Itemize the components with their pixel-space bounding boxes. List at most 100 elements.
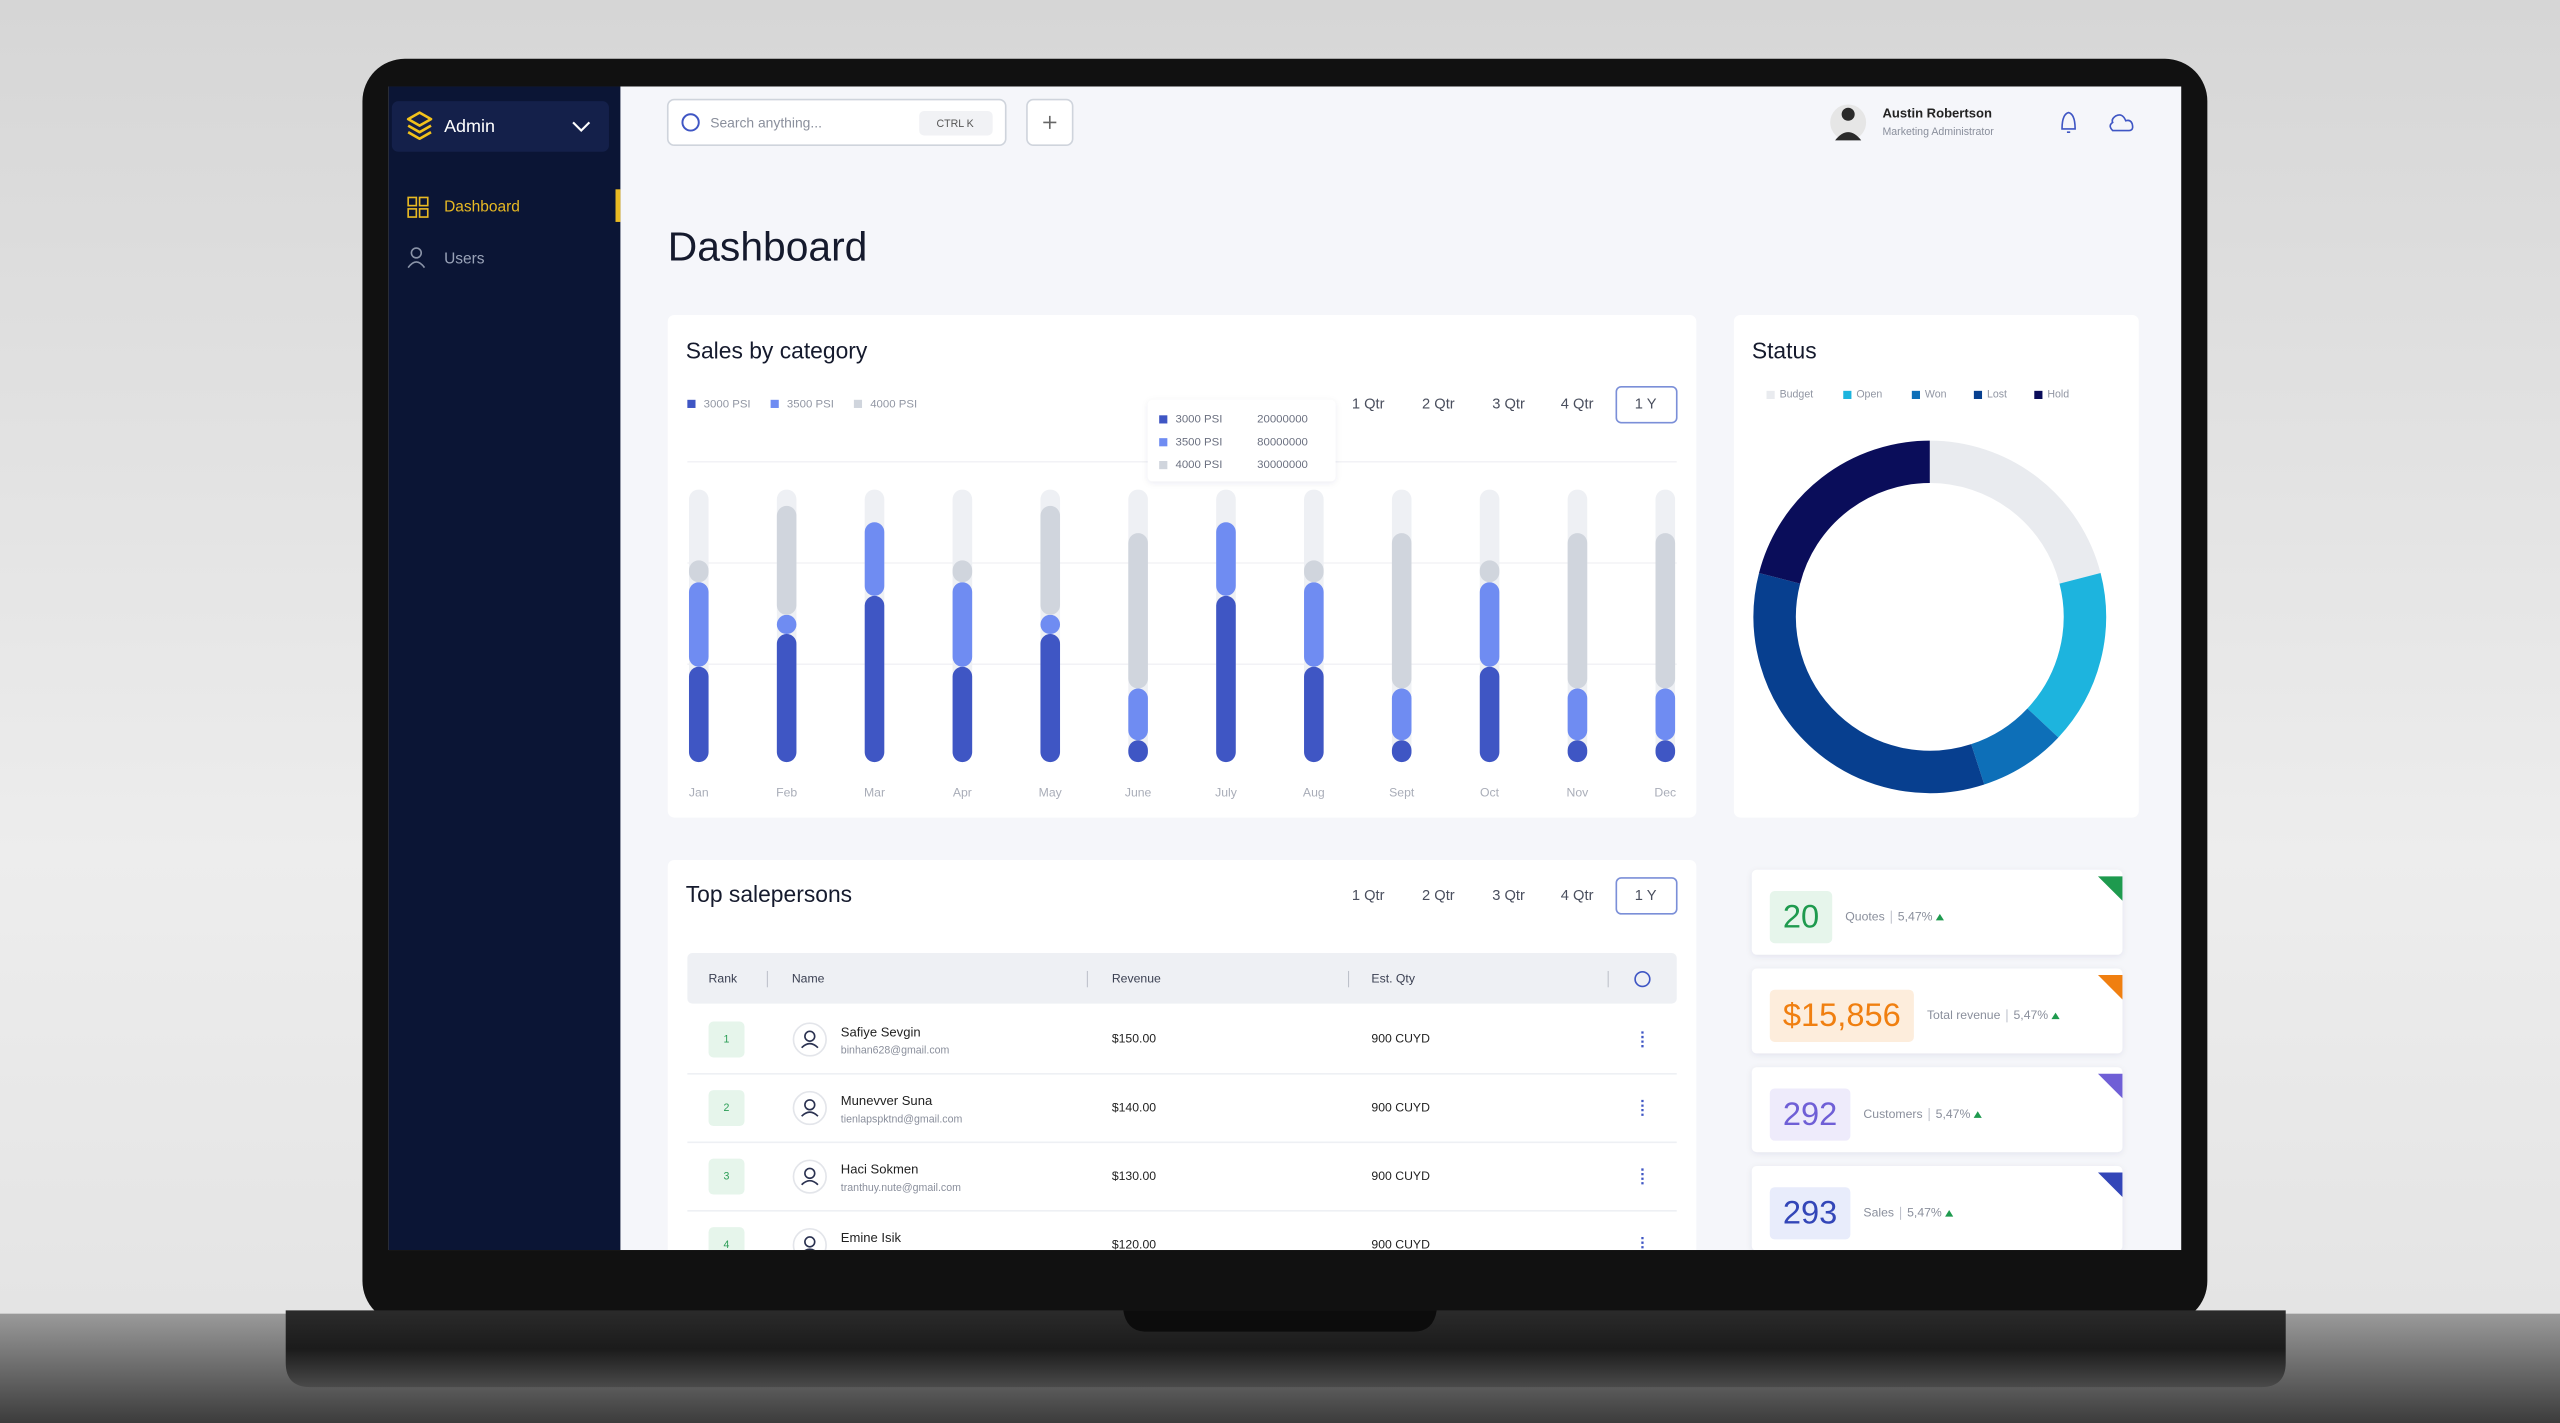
tooltip-swatch [1159,461,1168,470]
plus-icon [1043,115,1057,129]
person-avatar [792,1022,827,1057]
period-tab[interactable]: 1 Y [1635,397,1657,413]
period-tab[interactable]: 4 Qtr [1561,397,1594,413]
brand-switcher[interactable] [391,101,609,152]
quantity: 900 CUYD [1371,1169,1430,1183]
period-tab[interactable]: 1 Qtr [1352,888,1385,904]
person-email: tienlapspktnd@gmail.com [841,1113,963,1125]
person-avatar [792,1090,827,1126]
person-email: tranthuy.nute@gmail.com [841,1182,961,1194]
period-tab[interactable]: 4 Qtr [1561,888,1594,904]
rank-badge [708,1090,745,1126]
bar-segment [1216,595,1236,763]
bar-segment [1040,614,1061,635]
laptop-notch [1123,1310,1437,1332]
quantity: 900 CUYD [1371,1237,1430,1251]
rank: 3 [724,1170,730,1182]
person-name: Munevver Suna [841,1093,933,1108]
column-header: Name [792,971,825,985]
period-tab-active[interactable] [1615,877,1678,915]
rank-badge [708,1227,745,1251]
bar-segment [1128,533,1148,689]
active-indicator [615,189,621,222]
bar-segment [776,614,797,635]
person-icon [801,1167,819,1186]
bar-segment [776,505,797,615]
shortcut-chip [919,110,993,136]
nav-item[interactable]: Users [444,251,485,268]
x-tick-label: Mar [864,785,885,799]
sales-card [667,314,1697,818]
donut-segment [2027,573,2107,738]
trend-up [2051,1012,2060,1020]
x-tick-label: Nov [1567,785,1590,799]
period-tab-active[interactable] [1615,385,1678,424]
tooltip-swatch [1159,415,1168,424]
person-avatar [792,1227,827,1251]
laptop-base [285,1310,2286,1388]
rank-badge [708,1158,745,1195]
period-tab[interactable]: 3 Qtr [1492,397,1525,413]
bar-segment [1479,560,1500,583]
donut-segment [1929,440,2101,585]
bar-segment [1391,533,1412,689]
legend-label: Won [1925,389,1947,401]
legend-label: Budget [1780,389,1814,401]
revenue: $140.00 [1112,1100,1156,1114]
legend-label: Lost [1987,389,2007,401]
period-tab[interactable]: 2 Qtr [1422,888,1455,904]
kpi-card [1751,869,2123,955]
bar-segment [1391,688,1412,741]
cloud-icon[interactable] [2109,114,2134,132]
kpi-change: 5,47% [1907,1206,1942,1220]
brand: Admin [444,116,495,136]
person-name: Haci Sokmen [841,1162,919,1177]
kpi-corner [2097,1172,2123,1197]
settings-icon[interactable] [1634,970,1651,988]
quantity: 900 CUYD [1371,1100,1430,1114]
user-name: Austin Robertson [1882,106,1992,121]
legend-swatch [1766,390,1775,399]
person-icon [801,1030,819,1049]
period-tab[interactable]: 3 Qtr [1492,888,1525,904]
period-tab[interactable]: 1 Qtr [1352,397,1385,413]
x-tick-label: Jan [689,785,709,799]
users-icon [407,247,426,269]
card-title: Sales by category [686,338,868,364]
legend-label: 4000 PSI [870,399,917,411]
rank: 1 [724,1033,730,1045]
bar-segment [1655,688,1676,741]
search-placeholder: Search anything... [710,115,822,131]
bar-segment [1216,522,1236,596]
kpi-corner [2097,876,2123,901]
bell-icon[interactable] [2061,111,2076,133]
legend-label: 3000 PSI [704,399,751,411]
bar-segment [1304,666,1324,763]
person-name: Safiye Sevgin [841,1024,921,1039]
legend-swatch [1973,390,1983,399]
period-tab[interactable]: 1 Y [1635,888,1657,904]
user-avatar[interactable] [1830,104,1867,141]
legend-label: 3500 PSI [787,399,834,411]
person-email: binhan628@gmail.com [841,1045,950,1057]
kpi-change: 5,47% [1898,909,1933,923]
bar-segment [952,560,973,583]
kpi-value: 292 [1783,1095,1837,1132]
tooltip-value: 30000000 [1257,459,1308,471]
kpi-value-box [1769,1088,1851,1141]
bar-segment [1655,740,1676,763]
kpi-value-box [1769,1187,1851,1240]
bar-segment [1304,582,1324,667]
x-tick-label: Sept [1389,785,1415,799]
kpi-corner [2097,1073,2123,1099]
bar-segment [1479,582,1500,667]
app: Search anything... CTRL K Admin Dashboar… [388,86,2139,1251]
period-tab[interactable]: 2 Qtr [1422,397,1455,413]
tooltip-label: 3000 PSI [1176,413,1223,425]
kpi-value-box [1769,891,1833,944]
donut-segment [1759,440,1931,585]
nav-item[interactable]: Dashboard [444,198,520,215]
bar-segment [1040,505,1061,615]
x-tick-label: June [1125,785,1152,799]
